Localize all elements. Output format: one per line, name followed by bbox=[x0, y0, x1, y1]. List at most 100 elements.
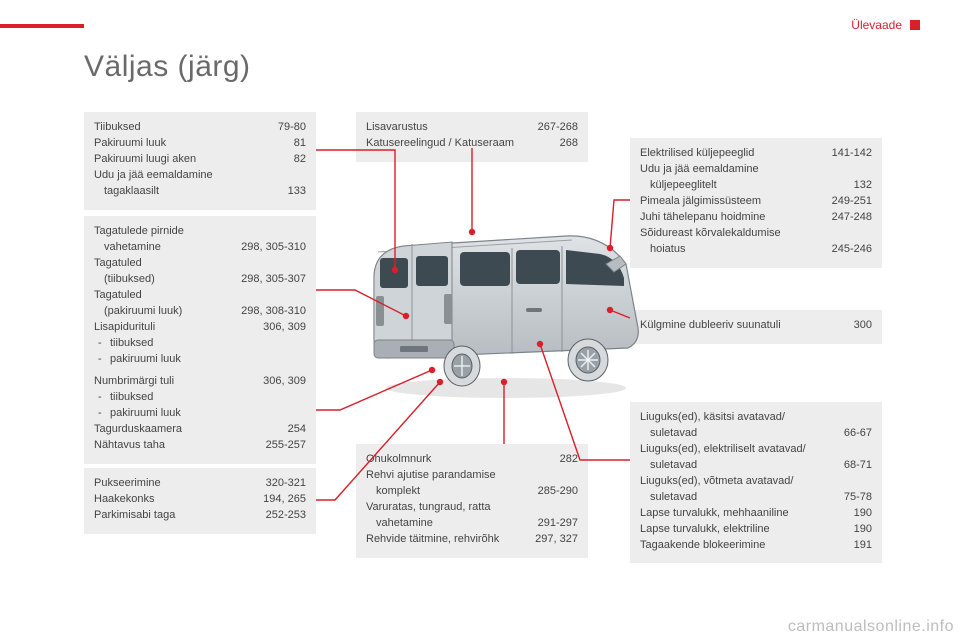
bullet-item: tiibuksed bbox=[98, 390, 306, 406]
entry-row: Elektrilised küljepeeglid141-142 bbox=[640, 146, 872, 162]
entry-label: (tiibuksed) bbox=[94, 272, 231, 288]
entry-pages: 245-246 bbox=[832, 242, 872, 258]
entry-row: hoiatus245-246 bbox=[640, 242, 872, 258]
entry-label: Juhi tähelepanu hoidmine bbox=[640, 210, 822, 226]
entry-label: Tagatuled bbox=[94, 288, 296, 304]
entry-row: (tiibuksed) 298, 305-307 bbox=[94, 272, 306, 288]
entry-row: (pakiruumi luuk) 298, 308-310 bbox=[94, 304, 306, 320]
entry-pages: 252-253 bbox=[266, 508, 306, 524]
box-towing: Pukseerimine320-321Haakekonks194, 265Par… bbox=[84, 468, 316, 534]
entry-row: suletavad68-71 bbox=[640, 458, 872, 474]
entry-label: Liuguks(ed), käsitsi avatavad/ bbox=[640, 410, 862, 426]
entry-row: Liuguks(ed), käsitsi avatavad/ bbox=[640, 410, 872, 426]
breadcrumb: Ülevaade bbox=[851, 18, 920, 32]
entry-row: Tiibuksed79-80 bbox=[94, 120, 306, 136]
entry-label: Tagurduskaamera bbox=[94, 422, 278, 438]
bullet-item: pakiruumi luuk bbox=[98, 406, 306, 422]
entry-pages: 75-78 bbox=[844, 490, 872, 506]
entry-label: Pimeala jälgimissüsteem bbox=[640, 194, 822, 210]
entry-pages: 268 bbox=[560, 136, 578, 152]
box-mirrors-assist: Elektrilised küljepeeglid141-142Udu ja j… bbox=[630, 138, 882, 268]
entry-label: tagaklaasilt bbox=[94, 184, 278, 200]
entry-label: (pakiruumi luuk) bbox=[94, 304, 231, 320]
entry-row: Ohukolmnurk 282 bbox=[366, 452, 578, 468]
entry-label: Liuguks(ed), elektriliselt avatavad/ bbox=[640, 442, 862, 458]
entry-pages: 298, 305-307 bbox=[241, 272, 306, 288]
entry-pages: 285-290 bbox=[538, 484, 578, 500]
entry-label: Udu ja jää eemaldamine bbox=[94, 168, 296, 184]
entry-pages: 190 bbox=[854, 506, 872, 522]
entry-label: Tagatulede pirnide bbox=[94, 224, 296, 240]
entry-row: Lisavarustus 267-268 bbox=[366, 120, 578, 136]
entry-row: Pukseerimine320-321 bbox=[94, 476, 306, 492]
entry-pages: 298, 308-310 bbox=[241, 304, 306, 320]
entry-row: Numbrimärgi tuli 306, 309 bbox=[94, 374, 306, 390]
entry-pages: 306, 309 bbox=[263, 320, 306, 336]
entry-row: tagaklaasilt133 bbox=[94, 184, 306, 200]
entry-pages: 297, 327 bbox=[535, 532, 578, 548]
watermark: carmanualsonline.info bbox=[788, 618, 954, 636]
entry-pages: 306, 309 bbox=[263, 374, 306, 390]
entry-label: Varuratas, tungraud, ratta bbox=[366, 500, 568, 516]
entry-label: vahetamine bbox=[94, 240, 231, 256]
entry-pages: 267-268 bbox=[538, 120, 578, 136]
entry-row: Lapse turvalukk, elektriline 190 bbox=[640, 522, 872, 538]
entry-row: Külgmine dubleeriv suunatuli 300 bbox=[640, 318, 872, 334]
entry-label: Liuguks(ed), võtmeta avatavad/ bbox=[640, 474, 862, 490]
entry-row: Pimeala jälgimissüsteem 249-251 bbox=[640, 194, 872, 210]
entry-pages: 255-257 bbox=[266, 438, 306, 454]
entry-row: Udu ja jää eemaldamine bbox=[640, 162, 872, 178]
entry-label: Parkimisabi taga bbox=[94, 508, 256, 524]
entry-label: Tiibuksed bbox=[94, 120, 268, 136]
entry-row: Lisapidurituli306, 309 bbox=[94, 320, 306, 336]
entry-row: Rehvi ajutise parandamise bbox=[366, 468, 578, 484]
entry-pages: 141-142 bbox=[832, 146, 872, 162]
entry-label: suletavad bbox=[640, 458, 834, 474]
entry-pages: 300 bbox=[854, 318, 872, 334]
entry-row: Juhi tähelepanu hoidmine247-248 bbox=[640, 210, 872, 226]
entry-row: suletavad 75-78 bbox=[640, 490, 872, 506]
entry-label: Nähtavus taha bbox=[94, 438, 256, 454]
entry-row: Pakiruumi luuk81 bbox=[94, 136, 306, 152]
entry-label: Pakiruumi luugi aken bbox=[94, 152, 284, 168]
entry-label: Lapse turvalukk, elektriline bbox=[640, 522, 844, 538]
entry-pages: 282 bbox=[560, 452, 578, 468]
entry-row: komplekt 285-290 bbox=[366, 484, 578, 500]
entry-row: Katusereelingud / Katuseraam 268 bbox=[366, 136, 578, 152]
entry-label: Lisavarustus bbox=[366, 120, 528, 136]
entry-row: Tagurduskaamera254 bbox=[94, 422, 306, 438]
entry-pages: 81 bbox=[294, 136, 306, 152]
page-title: Väljas (järg) bbox=[84, 50, 251, 84]
entry-label: Ohukolmnurk bbox=[366, 452, 550, 468]
box-sliding-doors: Liuguks(ed), käsitsi avatavad/suletavad6… bbox=[630, 402, 882, 563]
entry-pages: 194, 265 bbox=[263, 492, 306, 508]
entry-pages: 291-297 bbox=[538, 516, 578, 532]
entry-row: Parkimisabi taga 252-253 bbox=[94, 508, 306, 524]
entry-label: Katusereelingud / Katuseraam bbox=[366, 136, 550, 152]
entry-row: Sõidureast kõrvalekaldumise bbox=[640, 226, 872, 242]
box-accessories: Lisavarustus 267-268Katusereelingud / Kat… bbox=[356, 112, 588, 162]
entry-row: vahetamine 291-297 bbox=[366, 516, 578, 532]
entry-label: Tagatuled bbox=[94, 256, 296, 272]
entry-row: Lapse turvalukk, mehhaaniline190 bbox=[640, 506, 872, 522]
box-rear-doors: Tiibuksed79-80Pakiruumi luuk81Pakiruumi … bbox=[84, 112, 316, 210]
breadcrumb-label: Ülevaade bbox=[851, 18, 902, 32]
entry-label: küljepeeglitelt bbox=[640, 178, 844, 194]
entry-label: suletavad bbox=[640, 490, 834, 506]
entry-row: suletavad66-67 bbox=[640, 426, 872, 442]
entry-pages: 249-251 bbox=[832, 194, 872, 210]
entry-label: Haakekonks bbox=[94, 492, 253, 508]
entry-pages: 191 bbox=[854, 538, 872, 554]
entry-label: Tagaakende blokeerimine bbox=[640, 538, 844, 554]
entry-row: küljepeeglitelt132 bbox=[640, 178, 872, 194]
entry-row: Tagatuled bbox=[94, 288, 306, 304]
entry-row: Rehvide täitmine, rehvirõhk297, 327 bbox=[366, 532, 578, 548]
entry-label: Külgmine dubleeriv suunatuli bbox=[640, 318, 844, 334]
entry-label: komplekt bbox=[366, 484, 528, 500]
entry-row: Varuratas, tungraud, ratta bbox=[366, 500, 578, 516]
entry-label: Numbrimärgi tuli bbox=[94, 374, 253, 390]
header-accent-bar bbox=[0, 24, 84, 28]
entry-pages: 190 bbox=[854, 522, 872, 538]
entry-row: Tagatuled bbox=[94, 256, 306, 272]
entry-label: vahetamine bbox=[366, 516, 528, 532]
